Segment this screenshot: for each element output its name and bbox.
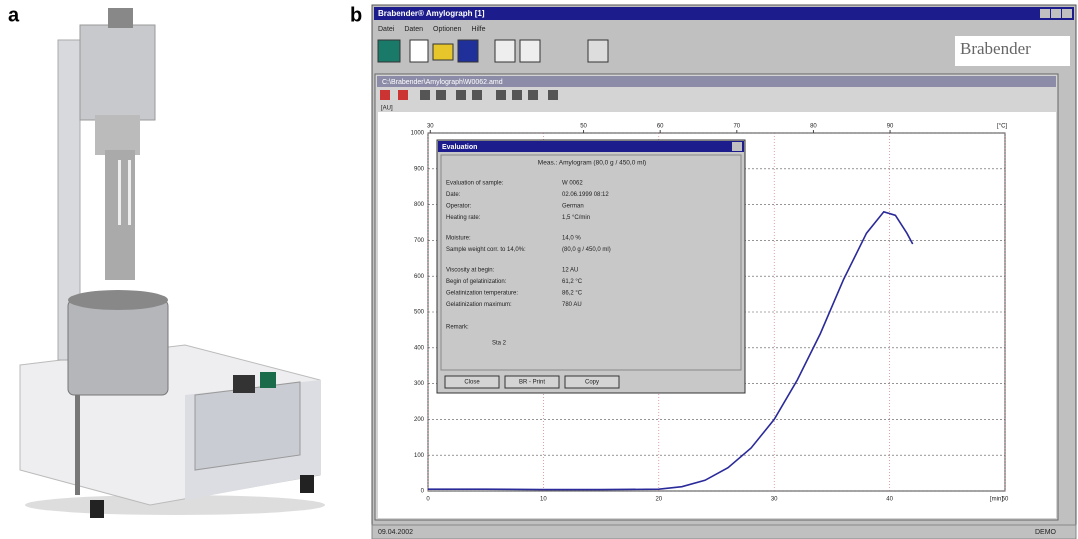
row-value: 02.06.1999 08:12: [562, 192, 609, 198]
document-title: C:\Brabender\Amylograph\W0062.amd: [382, 79, 503, 86]
row-label: Heating rate:: [446, 215, 481, 221]
row-value: W 0062: [562, 181, 583, 187]
dialog-title-bar: [438, 141, 744, 152]
y-tick-label: 200: [414, 417, 425, 423]
top-tick-label: 70: [733, 124, 740, 130]
y-tick-label: 500: [414, 310, 425, 316]
dialog-close[interactable]: [732, 142, 742, 151]
top-tick-label: 80: [810, 124, 817, 130]
top-tick-label: 90: [887, 124, 894, 130]
top-tick-label: 60: [657, 124, 664, 130]
x-tick-label: 30: [771, 497, 778, 503]
top-tick-label: 30: [427, 124, 434, 130]
row-label: Operator:: [446, 204, 472, 210]
status-date: 09.04.2002: [378, 529, 413, 536]
y-tick-label: 100: [414, 453, 425, 459]
dialog-header: Meas.: Amylogram (80,0 g / 450,0 ml): [538, 160, 646, 167]
panel-label: a: [8, 4, 20, 26]
dialog-panel: [440, 154, 742, 371]
row-label: Gelatinization temperature:: [446, 291, 518, 297]
menu-item[interactable]: Daten: [404, 26, 423, 33]
y-tick-label: 300: [414, 381, 425, 387]
y-tick-label: 800: [414, 202, 425, 208]
y-tick-label: 400: [414, 345, 425, 351]
dialog-box: [436, 139, 746, 394]
menu-item[interactable]: Datei: [378, 26, 395, 33]
row-value: 14,0 %: [562, 236, 581, 242]
row-label: Moisture:: [446, 236, 471, 242]
status-bar: [371, 524, 1077, 539]
viscosity-curve: [428, 210, 914, 491]
remark-text: Sta 2: [492, 341, 507, 347]
row-label: Evaluation of sample:: [446, 181, 504, 187]
row-label: Viscosity at begin:: [446, 268, 495, 274]
x-tick-label: 50: [1002, 497, 1009, 503]
button-label[interactable]: BR - Print: [519, 380, 545, 386]
top-tick-label: 50: [580, 124, 587, 130]
x-tick-label: 40: [886, 497, 893, 503]
x-tick-label: 20: [655, 497, 662, 503]
document-title-bar: [377, 76, 1056, 87]
y-tick-label: 900: [414, 166, 425, 172]
button-label[interactable]: Close: [464, 380, 480, 386]
row-value: (80,0 g / 450,0 ml): [562, 247, 611, 253]
menu-item[interactable]: Hilfe: [471, 26, 485, 33]
y-tick-label: 0: [421, 489, 425, 495]
x-axis-label: [min]: [990, 497, 1003, 503]
instrument-photo: [0, 0, 340, 539]
toolbar[interactable]: [377, 39, 609, 63]
window-title: Brabender® Amylograph [1]: [378, 9, 485, 18]
dialog-button[interactable]: [444, 375, 500, 389]
y-tick-label: 700: [414, 238, 425, 244]
y-tick-label: 1000: [411, 131, 425, 137]
row-value: 86,2 °C: [562, 291, 583, 297]
row-label: Begin of gelatinization:: [446, 279, 507, 285]
y-tick-label: 600: [414, 274, 425, 280]
menu-item[interactable]: Optionen: [433, 26, 462, 33]
window-controls[interactable]: [1040, 9, 1072, 18]
row-label: Gelatinization maximum:: [446, 302, 512, 308]
panel-label: b: [350, 4, 362, 26]
title-bar: [374, 7, 1074, 20]
dialog-button[interactable]: [564, 375, 620, 389]
row-value: German: [562, 204, 584, 210]
row-value: 12 AU: [562, 268, 578, 274]
top-axis-label: [°C]: [997, 124, 1007, 130]
button-label[interactable]: Copy: [585, 380, 599, 386]
row-label: Sample weight corr. to 14,0%:: [446, 247, 526, 253]
logo-box: [955, 36, 1070, 66]
row-value: 61,2 °C: [562, 279, 583, 285]
logo: Brabender: [960, 39, 1031, 58]
dialog-title: Evaluation: [442, 144, 477, 151]
dialog-button[interactable]: [504, 375, 560, 389]
x-tick-label: 10: [540, 497, 547, 503]
document-toolbar[interactable]: [380, 90, 558, 100]
remark-label: Remark:: [446, 325, 469, 331]
y-axis-label: [AU]: [381, 106, 393, 112]
status-mode: DEMO: [1035, 529, 1057, 536]
row-value: 780 AU: [562, 302, 582, 308]
x-tick-label: 0: [426, 497, 430, 503]
row-value: 1,5 °C/min: [562, 215, 590, 221]
row-label: Date:: [446, 192, 461, 198]
